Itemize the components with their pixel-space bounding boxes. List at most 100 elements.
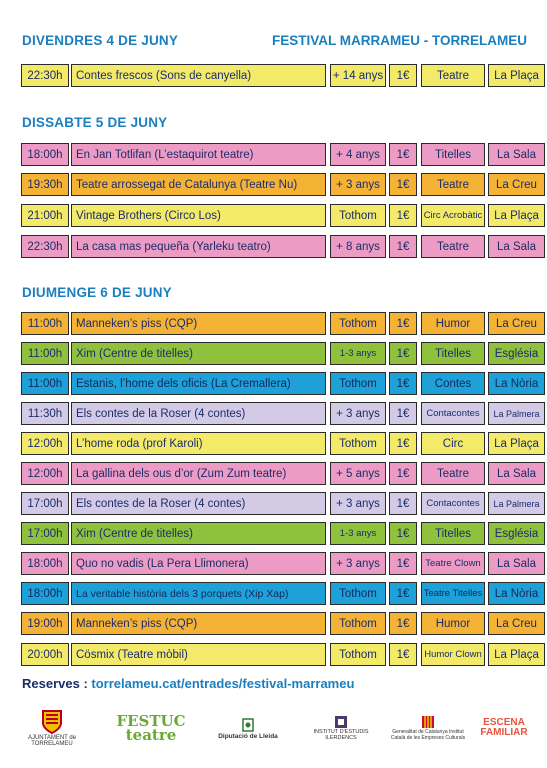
price-cell: 1€ xyxy=(389,582,417,605)
reserves-link[interactable]: torrelameu.cat/entrades/festival-marrame… xyxy=(91,676,355,691)
place-cell: La Plaça xyxy=(488,204,545,227)
time-cell: 12:00h xyxy=(21,432,69,455)
time-cell: 12:00h xyxy=(21,462,69,485)
price-cell: 1€ xyxy=(389,432,417,455)
shield-icon xyxy=(42,710,62,735)
title-cell: Xim (Centre de titelles) xyxy=(71,522,326,545)
age-cell: Tothom xyxy=(330,432,386,455)
title-cell: En Jan Totlifan (L’estaquirot teatre) xyxy=(71,143,326,166)
institut-logo: INSTITUT D'ESTUDIS ILERDENCS xyxy=(306,706,376,750)
title-cell: Els contes de la Roser (4 contes) xyxy=(71,402,326,425)
place-cell: La Palmera xyxy=(488,492,545,515)
schedule-row: 11:00h Manneken’s piss (CQP) Tothom 1€ Humor… xyxy=(21,312,545,335)
age-cell: + 3 anys xyxy=(330,173,386,196)
place-cell: La Creu xyxy=(488,173,545,196)
schedule-row: 18:00h En Jan Totlifan (L’estaquirot teat… xyxy=(21,143,545,166)
title-cell: La casa mas pequeña (Yarleku teatro) xyxy=(71,235,326,258)
age-cell: + 3 anys xyxy=(330,402,386,425)
age-cell: + 8 anys xyxy=(330,235,386,258)
price-cell: 1€ xyxy=(389,64,417,87)
time-cell: 22:30h xyxy=(21,235,69,258)
schedule-row: 11:00h Estanis, l’home dels oficis (La Cr… xyxy=(21,372,545,395)
time-cell: 18:00h xyxy=(21,582,69,605)
title-cell: Manneken’s piss (CQP) xyxy=(71,612,326,635)
type-cell: Teatre Titelles xyxy=(421,582,485,605)
schedule-row: 21:00h Vintage Brothers (Circo Los) Tothom… xyxy=(21,204,545,227)
emblem-icon xyxy=(242,717,254,732)
age-cell: + 3 anys xyxy=(330,492,386,515)
title-cell: Cösmix (Teatre mòbil) xyxy=(71,643,326,666)
price-cell: 1€ xyxy=(389,522,417,545)
schedule-row: 22:30h La casa mas pequeña (Yarleku teatr… xyxy=(21,235,545,258)
schedule-row: 17:00h Els contes de la Roser (4 contes) +… xyxy=(21,492,545,515)
age-cell: Tothom xyxy=(330,643,386,666)
time-cell: 11:00h xyxy=(21,372,69,395)
type-cell: Teatre xyxy=(421,173,485,196)
title-cell: La veritable història dels 3 porquets (X… xyxy=(71,582,326,605)
schedule-row: 12:00h La gallina dels ous d’or (Zum Zum … xyxy=(21,462,545,485)
escena-familiar-logo-text: ESCENA FAMILIAR xyxy=(480,717,528,738)
age-cell: + 3 anys xyxy=(330,552,386,575)
place-cell: La Palmera xyxy=(488,402,545,425)
reserves-label: Reserves : xyxy=(22,676,88,691)
title-cell: Estanis, l’home dels oficis (La Cremalle… xyxy=(71,372,326,395)
time-cell: 11:00h xyxy=(21,312,69,335)
type-cell: Humor Clown xyxy=(421,643,485,666)
price-cell: 1€ xyxy=(389,402,417,425)
title-cell: Xim (Centre de titelles) xyxy=(71,342,326,365)
place-cell: Església xyxy=(488,342,545,365)
time-cell: 18:00h xyxy=(21,552,69,575)
place-cell: La Plaça xyxy=(488,643,545,666)
place-cell: La Sala xyxy=(488,235,545,258)
schedule-row: 20:00h Cösmix (Teatre mòbil) Tothom 1€ Humor… xyxy=(21,643,545,666)
schedule-row: 18:00h Quo no vadis (La Pera Llimonera) + … xyxy=(21,552,545,575)
schedule-row: 11:30h Els contes de la Roser (4 contes) +… xyxy=(21,402,545,425)
generalitat-logo: Generalitat de Catalunya Institut Català… xyxy=(390,706,466,750)
type-cell: Titelles xyxy=(421,342,485,365)
type-cell: Titelles xyxy=(421,522,485,545)
building-icon xyxy=(335,716,347,728)
age-cell: Tothom xyxy=(330,582,386,605)
price-cell: 1€ xyxy=(389,492,417,515)
title-cell: Els contes de la Roser (4 contes) xyxy=(71,492,326,515)
place-cell: Església xyxy=(488,522,545,545)
age-cell: + 4 anys xyxy=(330,143,386,166)
ajuntament-logo-text: AJUNTAMENT de TORRELAMEU xyxy=(27,735,77,747)
type-cell: Humor xyxy=(421,612,485,635)
festival-title: FESTIVAL MARRAMEU - TORRELAMEU xyxy=(272,33,527,48)
title-cell: Vintage Brothers (Circo Los) xyxy=(71,204,326,227)
time-cell: 17:00h xyxy=(21,492,69,515)
age-cell: + 14 anys xyxy=(330,64,386,87)
age-cell: Tothom xyxy=(330,612,386,635)
time-cell: 19:30h xyxy=(21,173,69,196)
age-cell: Tothom xyxy=(330,372,386,395)
time-cell: 18:00h xyxy=(21,143,69,166)
escena-familiar-logo: ESCENA FAMILIAR xyxy=(476,706,532,750)
place-cell: La Plaça xyxy=(488,432,545,455)
type-cell: Contacontes xyxy=(421,492,485,515)
title-cell: Contes frescos (Sons de canyella) xyxy=(71,64,326,87)
festuc-logo-text: FESTUC teatre xyxy=(116,712,186,744)
generalitat-logo-text: Generalitat de Catalunya Institut Català… xyxy=(390,729,466,741)
price-cell: 1€ xyxy=(389,342,417,365)
price-cell: 1€ xyxy=(389,235,417,258)
place-cell: La Plaça xyxy=(488,64,545,87)
place-cell: La Sala xyxy=(488,143,545,166)
schedule-row: 19:00h Manneken’s piss (CQP) Tothom 1€ Humor… xyxy=(21,612,545,635)
title-cell: L’home roda (prof Karoli) xyxy=(71,432,326,455)
time-cell: 17:00h xyxy=(21,522,69,545)
age-cell: Tothom xyxy=(330,204,386,227)
price-cell: 1€ xyxy=(389,372,417,395)
reserves-line: Reserves : torrelameu.cat/entrades/festi… xyxy=(22,676,354,691)
type-cell: Circ Acrobàtic xyxy=(421,204,485,227)
age-cell: + 5 anys xyxy=(330,462,386,485)
type-cell: Humor xyxy=(421,312,485,335)
diputacio-logo-text: Diputació de Lleida xyxy=(218,732,278,740)
type-cell: Contes xyxy=(421,372,485,395)
title-cell: Manneken’s piss (CQP) xyxy=(71,312,326,335)
institut-logo-text: INSTITUT D'ESTUDIS ILERDENCS xyxy=(313,729,369,741)
generalitat-icon xyxy=(422,716,434,728)
type-cell: Teatre xyxy=(421,64,485,87)
time-cell: 11:00h xyxy=(21,342,69,365)
type-cell: Circ xyxy=(421,432,485,455)
